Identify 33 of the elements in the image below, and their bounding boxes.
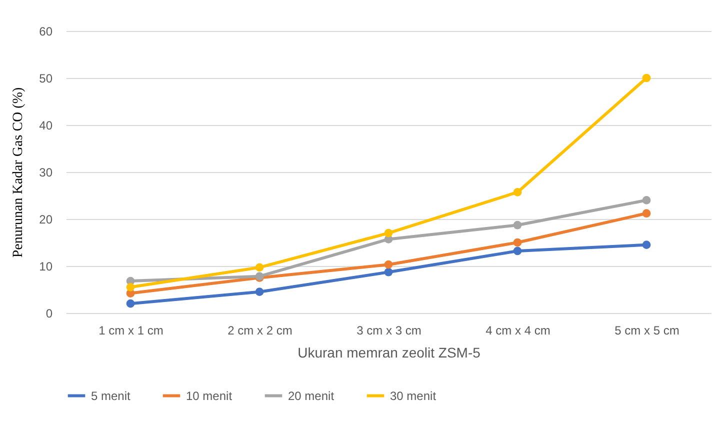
point — [513, 188, 522, 196]
point — [255, 263, 264, 272]
point — [384, 260, 393, 269]
point — [642, 209, 651, 218]
y-tick-label: 20 — [39, 212, 53, 226]
y-tick-label: 60 — [39, 24, 53, 38]
point — [126, 299, 135, 308]
legend-label: 20 menit — [288, 388, 335, 403]
y-axis-title: Penurunan Kadar Gas CO (%) — [11, 87, 26, 258]
point — [126, 282, 135, 292]
legend-label: 10 menit — [186, 388, 233, 403]
legend-label: 30 menit — [390, 388, 437, 403]
point — [513, 246, 522, 256]
point — [642, 240, 651, 250]
x-tick-label: 2 cm x 2 cm — [228, 324, 292, 338]
x-tick-label: 3 cm x 3 cm — [356, 324, 422, 338]
x-tick-label: 4 cm x 4 cm — [486, 324, 550, 338]
y-tick-label: 10 — [39, 260, 53, 274]
x-tick-label: 1 cm x 1 cm — [98, 324, 164, 338]
point — [642, 74, 651, 82]
y-tick-label: 40 — [39, 118, 53, 132]
x-tick-label: 5 cm x 5 cm — [614, 324, 680, 338]
point — [513, 220, 522, 230]
point — [513, 238, 522, 247]
point — [384, 228, 393, 238]
y-tick-label: 30 — [39, 166, 53, 180]
point — [384, 268, 393, 276]
legend-label: 5 menit — [91, 388, 132, 403]
x-axis-title: Ukuran memran zeolit ZSM-5 — [298, 344, 481, 360]
y-tick-label: 50 — [39, 72, 53, 86]
point — [642, 196, 651, 204]
y-tick-label: 0 — [46, 306, 53, 320]
point — [255, 288, 264, 296]
